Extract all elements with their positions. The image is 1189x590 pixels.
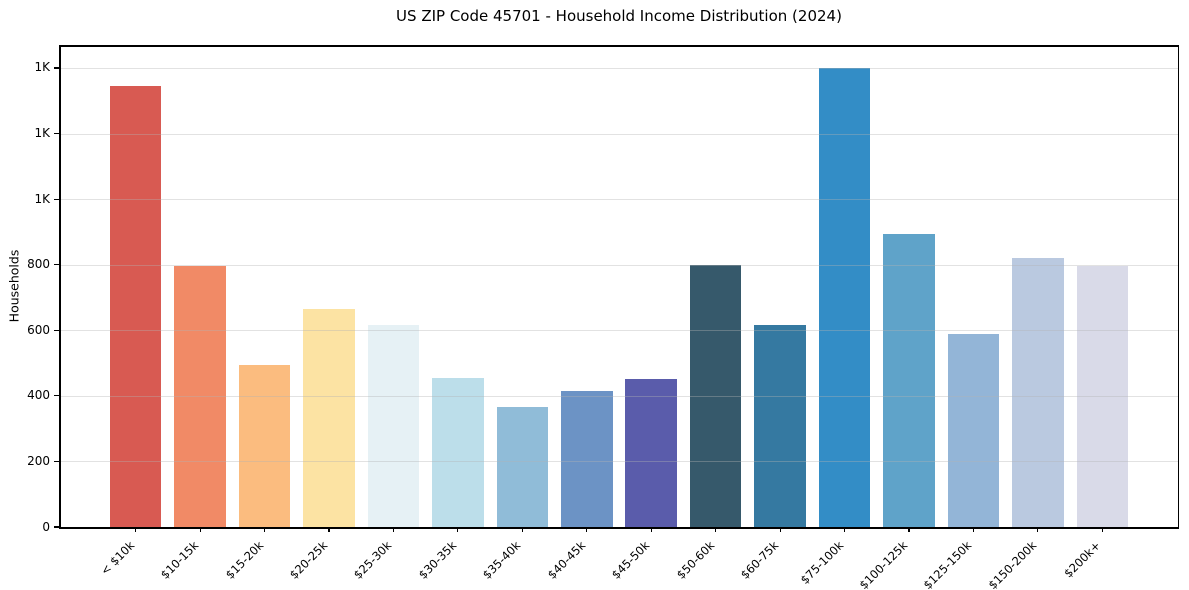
top-spine <box>59 45 1179 47</box>
x-tickmark <box>650 527 652 532</box>
x-tickmark <box>135 527 137 532</box>
bar <box>625 379 677 527</box>
bar <box>367 325 420 527</box>
bar <box>689 264 742 527</box>
y-tick-label: 0 <box>42 519 50 534</box>
y-tick-label: 200 <box>27 453 50 468</box>
y-tickmark <box>54 395 59 397</box>
bar <box>238 364 291 527</box>
bar <box>303 308 355 527</box>
right-spine <box>1177 45 1179 527</box>
bar <box>496 407 549 527</box>
gridline <box>59 461 1179 463</box>
y-tick-label: 800 <box>27 257 50 272</box>
x-tickmark <box>908 527 910 532</box>
bar <box>1012 258 1064 527</box>
x-tickmark <box>1037 527 1039 532</box>
x-tickmark <box>1101 527 1103 532</box>
y-tickmark <box>54 67 59 69</box>
y-tickmark <box>54 460 59 462</box>
bar <box>561 390 613 527</box>
left-spine <box>59 45 61 527</box>
x-tick-label: < $10k <box>97 538 137 578</box>
y-tickmark <box>54 132 59 135</box>
gridline <box>59 133 1179 135</box>
gridline <box>59 395 1179 397</box>
bar <box>818 67 871 527</box>
y-tickmark <box>54 264 59 266</box>
x-tickmark <box>843 527 846 532</box>
x-tickmark <box>263 527 266 532</box>
x-tickmark <box>457 527 459 532</box>
bar <box>109 85 162 527</box>
x-axis-spine <box>59 527 1179 529</box>
x-tickmark <box>521 527 523 532</box>
x-tickmark <box>392 527 395 532</box>
bar <box>1076 266 1129 527</box>
x-tickmark <box>586 527 588 532</box>
gridline <box>59 199 1179 201</box>
y-tick-label: 1K <box>34 60 50 75</box>
bar <box>947 333 1000 527</box>
x-tickmark <box>328 527 330 532</box>
y-tick-label: 1K <box>34 126 50 141</box>
x-tickmark <box>972 527 975 532</box>
y-tick-label: 400 <box>27 388 50 403</box>
chart-title: US ZIP Code 45701 - Household Income Dis… <box>396 7 842 25</box>
y-tickmark <box>54 198 59 200</box>
y-tick-label: 1K <box>34 191 50 206</box>
bar <box>883 233 935 527</box>
x-tickmark <box>779 527 781 532</box>
x-tickmark <box>715 527 717 532</box>
x-tickmark <box>199 527 201 532</box>
y-tickmark <box>54 526 59 528</box>
bar <box>754 325 806 527</box>
y-tickmark <box>54 329 59 331</box>
bar <box>174 266 226 527</box>
gridline <box>59 330 1179 332</box>
gridline <box>59 264 1179 266</box>
y-tick-label: 600 <box>27 322 50 337</box>
gridline <box>59 67 1179 69</box>
bar <box>432 377 484 527</box>
